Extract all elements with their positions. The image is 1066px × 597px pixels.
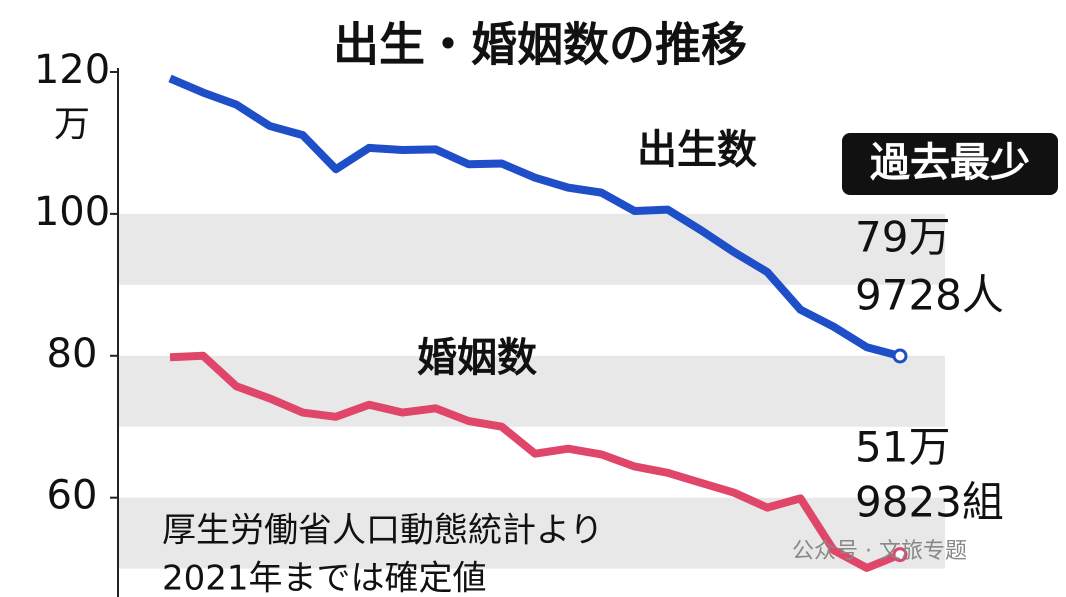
badge: 過去最少 — [870, 140, 1030, 186]
end-point — [892, 348, 908, 364]
series-label: 婚姻数 — [417, 335, 537, 381]
badge-box — [842, 133, 1058, 195]
y-tick-label: 60 — [47, 473, 98, 519]
end-label: 9728人 — [855, 271, 1004, 320]
series-line — [169, 351, 902, 572]
grid-band — [118, 213, 945, 285]
y-unit: 万 — [54, 104, 90, 145]
chart-title: 出生・婚姻数の推移 — [333, 18, 747, 72]
end-label: 9823組 — [855, 478, 1004, 527]
source: 厚生労働省人口動態統計より — [162, 511, 603, 551]
source: 2021年までは確定値 — [162, 559, 487, 597]
series-line — [168, 74, 902, 360]
y-tick-label: 120 — [34, 47, 110, 93]
end-label: 79万 — [855, 213, 950, 262]
end-label: 51万 — [855, 423, 950, 472]
lines — [168, 74, 908, 572]
watermark: 公众号 · 文旅专题 — [792, 539, 967, 564]
series-label: 出生数 — [637, 127, 757, 173]
end-point — [892, 547, 908, 563]
y-tick-label: 80 — [47, 331, 98, 377]
y-tick-label: 100 — [34, 189, 110, 235]
